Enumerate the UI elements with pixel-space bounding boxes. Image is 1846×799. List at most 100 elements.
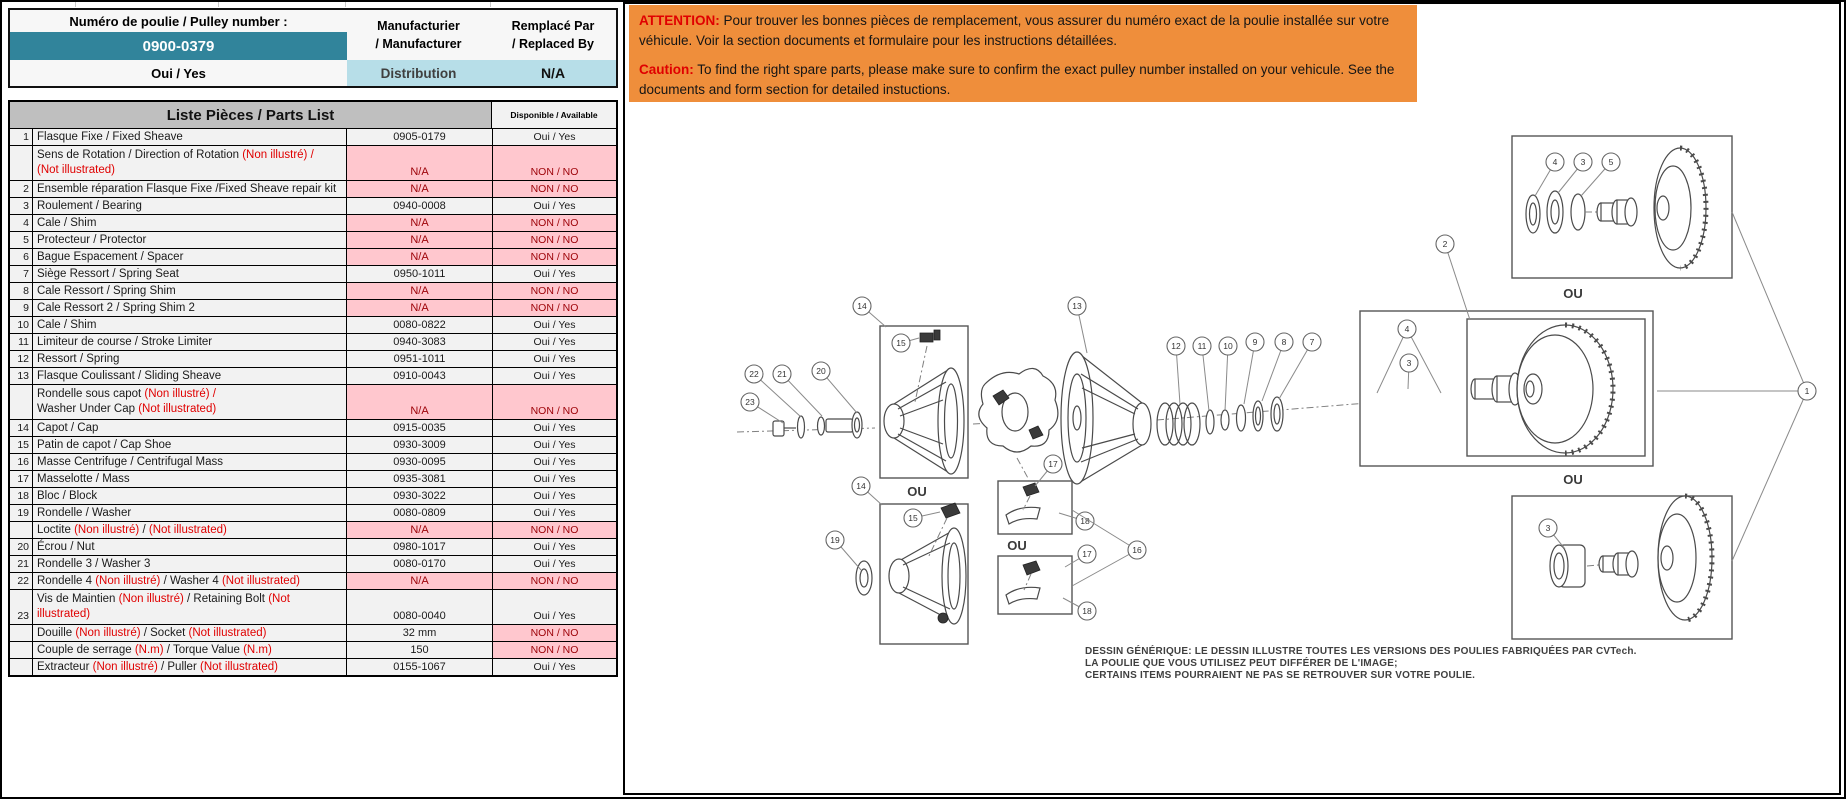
row-number: 2	[10, 181, 32, 197]
availability-value: Oui / Yes	[492, 420, 616, 436]
row-number	[10, 642, 32, 658]
callout-20: 20	[811, 361, 858, 414]
table-row: 1 Flasque Fixe / Fixed Sheave 0905-0179 Oui…	[10, 128, 616, 145]
callout-3: 3	[1557, 152, 1593, 194]
callout-17: 17	[1064, 544, 1097, 568]
callout-4: 4	[1534, 152, 1565, 197]
callout-17: 17	[1034, 454, 1063, 487]
availability-value: NON / NO	[492, 146, 616, 180]
part-number: N/A	[346, 385, 492, 419]
part-description: Siège Ressort / Spring Seat	[32, 266, 346, 282]
row-number	[10, 146, 32, 180]
spring-coils	[1156, 402, 1201, 446]
part-number: 32 mm	[346, 625, 492, 641]
svg-text:15: 15	[896, 338, 906, 348]
attention-label-fr: ATTENTION:	[639, 13, 720, 28]
part-number: N/A	[346, 232, 492, 248]
row-number: 6	[10, 249, 32, 265]
callout-4: 4	[1376, 319, 1442, 394]
callout-2: 2	[1435, 234, 1471, 321]
callout-19: 19	[825, 530, 862, 571]
svg-text:7: 7	[1310, 337, 1315, 347]
svg-text:20: 20	[816, 366, 826, 376]
svg-text:12: 12	[1171, 341, 1181, 351]
svg-text:3: 3	[1581, 157, 1586, 167]
callout-15: 15	[891, 333, 920, 353]
svg-text:21: 21	[777, 369, 787, 379]
svg-text:10: 10	[1223, 341, 1233, 351]
part-number: 0930-0095	[346, 454, 492, 470]
part-number: 0930-3022	[346, 488, 492, 504]
table-row: 8 Cale Ressort / Spring Shim N/A NON / NO	[10, 282, 616, 299]
part-description: Ressort / Spring	[32, 351, 346, 367]
availability-value: Oui / Yes	[492, 334, 616, 350]
part-description: Rondelle / Washer	[32, 505, 346, 521]
fixed-sheave-bottom	[1549, 493, 1715, 623]
header-card: Numéro de poulie / Pulley number : 0900-…	[8, 8, 618, 88]
generic-drawing-note: DESSIN GÉNÉRIQUE: LE DESSIN ILLUSTRE TOU…	[1085, 644, 1637, 657]
part-description: Loctite (Non illustré) / (Not illustrate…	[32, 522, 346, 538]
availability-value: NON / NO	[492, 522, 616, 538]
generic-drawing-note: CERTAINS ITEMS POURRAIENT NE PAS SE RETR…	[1085, 670, 1475, 681]
availability-value: Oui / Yes	[492, 471, 616, 487]
part-description: Flasque Fixe / Fixed Sheave	[32, 129, 346, 145]
availability-value: NON / NO	[492, 573, 616, 589]
part-number: N/A	[346, 181, 492, 197]
pulley-available-value: Oui / Yes	[151, 65, 206, 81]
table-row: 18 Bloc / Block 0930-3022 Oui / Yes	[10, 487, 616, 504]
svg-text:2: 2	[1443, 239, 1448, 249]
table-row: 22 Rondelle 4 (Non illustré) / Washer 4 (…	[10, 572, 616, 589]
row-number: 19	[10, 505, 32, 521]
replaced-by-label-en: / Replaced By	[512, 37, 594, 51]
callout-22: 22	[744, 364, 802, 418]
row-number: 11	[10, 334, 32, 350]
row-number: 13	[10, 368, 32, 384]
svg-text:3: 3	[1546, 523, 1551, 533]
availability-value: Oui / Yes	[492, 368, 616, 384]
svg-text:17: 17	[1082, 549, 1092, 559]
availability-value: NON / NO	[492, 642, 616, 658]
callout-23: 23	[740, 392, 784, 424]
manufacturer-label-en: / Manufacturer	[375, 37, 462, 51]
part-number: 0080-0040	[346, 590, 492, 624]
callout-3: 3	[1399, 353, 1419, 390]
callout-16: 16	[1071, 509, 1147, 587]
part-description: Extracteur (Non illustré) / Puller (Not …	[32, 659, 346, 675]
table-row: Loctite (Non illustré) / (Not illustrate…	[10, 521, 616, 538]
svg-text:11: 11	[1198, 341, 1207, 351]
rings-7-11	[1205, 396, 1284, 435]
diagram-static-shapes	[736, 135, 1733, 645]
availability-value: Oui / Yes	[492, 556, 616, 572]
svg-text:18: 18	[1080, 516, 1090, 526]
callout-18: 18	[1058, 511, 1095, 531]
availability-value: Oui / Yes	[492, 505, 616, 521]
part-description: Cale Ressort / Spring Shim	[32, 283, 346, 299]
callout-13: 13	[1067, 296, 1088, 354]
part-number: N/A	[346, 573, 492, 589]
table-row: Extracteur (Non illustré) / Puller (Not …	[10, 658, 616, 675]
part-description: Masselotte / Mass	[32, 471, 346, 487]
svg-text:18: 18	[1082, 606, 1092, 616]
row-number: 3	[10, 198, 32, 214]
or-label: OU	[1007, 538, 1027, 553]
part-description: Rondelle 3 / Washer 3	[32, 556, 346, 572]
svg-text:9: 9	[1253, 337, 1258, 347]
generic-drawing-note: LA POULIE QUE VOUS UTILISEZ PEUT DIFFÉRE…	[1085, 656, 1398, 669]
fixed-sheave-top	[1525, 145, 1709, 271]
part-number: 0951-1011	[346, 351, 492, 367]
row-number: 23	[10, 590, 32, 624]
part-number: N/A	[346, 283, 492, 299]
washer-19	[855, 560, 873, 596]
table-row: 10 Cale / Shim 0080-0822 Oui / Yes	[10, 316, 616, 333]
replaced-by-value: N/A	[490, 60, 616, 86]
part-number: N/A	[346, 146, 492, 180]
callout-18: 18	[1062, 597, 1097, 621]
row-number	[10, 625, 32, 641]
table-row: Couple de serrage (N.m) / Torque Value (…	[10, 641, 616, 658]
table-row: 5 Protecteur / Protector N/A NON / NO	[10, 231, 616, 248]
availability-value: Oui / Yes	[492, 454, 616, 470]
table-row: Sens de Rotation / Direction of Rotation…	[10, 145, 616, 180]
part-number: 0080-0809	[346, 505, 492, 521]
callout-15: 15	[903, 508, 941, 528]
part-description: Limiteur de course / Stroke Limiter	[32, 334, 346, 350]
